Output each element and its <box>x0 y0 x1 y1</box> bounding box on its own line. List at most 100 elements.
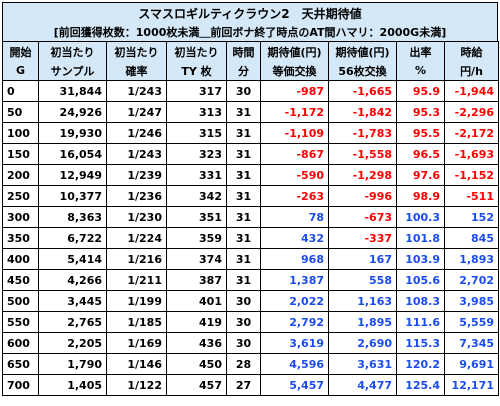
cell-ev-56: -1,298 <box>328 164 397 186</box>
cell-hourly: 152 <box>444 206 499 228</box>
cell-start-g: 500 <box>2 290 39 312</box>
cell-payout: 120.2 <box>396 353 445 375</box>
cell-ty: 359 <box>166 227 227 249</box>
cell-ev-56: 1,895 <box>328 311 397 333</box>
cell-hourly: -1,152 <box>444 164 499 186</box>
cell-start-g: 550 <box>2 311 39 333</box>
cell-sample: 4,266 <box>38 269 107 291</box>
cell-payout: 97.6 <box>396 164 445 186</box>
cell-ev-56: -1,665 <box>328 80 397 102</box>
cell-sample: 3,445 <box>38 290 107 312</box>
col-header-hourly: 時給 <box>444 41 499 61</box>
header-row-1: 開始 初当たり 初当たり 初当たり 時間 期待値(円) 期待値(円) 出率 時給 <box>2 41 499 61</box>
cell-probability: 1/199 <box>106 290 167 312</box>
cell-hourly: 5,559 <box>444 311 499 333</box>
cell-probability: 1/211 <box>106 269 167 291</box>
table-row: 300 8,363 1/230 351 31 78 -673 100.3 152 <box>2 206 499 228</box>
cell-time: 30 <box>226 332 261 354</box>
cell-ev-56: -1,558 <box>328 143 397 165</box>
table-row: 700 1,405 1/122 457 27 5,457 4,477 125.4 12,171 <box>2 374 499 396</box>
cell-probability: 1/169 <box>106 332 167 354</box>
cell-probability: 1/243 <box>106 80 167 102</box>
cell-start-g: 200 <box>2 164 39 186</box>
cell-sample: 8,363 <box>38 206 107 228</box>
cell-ev-equal: -987 <box>260 80 329 102</box>
col-header-probability: 初当たり <box>106 41 167 61</box>
col-header-sample: 初当たり <box>38 41 107 61</box>
cell-start-g: 100 <box>2 122 39 144</box>
col-header-ev-equal: 期待値(円) <box>260 41 329 61</box>
table-row: 450 4,266 1/211 387 31 1,387 558 105.6 2,702 <box>2 269 499 291</box>
cell-ev-56: -996 <box>328 185 397 207</box>
cell-sample: 5,414 <box>38 248 107 270</box>
cell-ty: 450 <box>166 353 227 375</box>
cell-ev-56: 558 <box>328 269 397 291</box>
cell-ty: 342 <box>166 185 227 207</box>
cell-ev-equal: 2,022 <box>260 290 329 312</box>
cell-ev-equal: 432 <box>260 227 329 249</box>
cell-time: 30 <box>226 80 261 102</box>
cell-ev-equal: 4,596 <box>260 353 329 375</box>
cell-ev-56: 1,163 <box>328 290 397 312</box>
cell-sample: 31,844 <box>38 80 107 102</box>
cell-probability: 1/216 <box>106 248 167 270</box>
cell-ev-equal: -590 <box>260 164 329 186</box>
cell-hourly: 1,893 <box>444 248 499 270</box>
cell-start-g: 150 <box>2 143 39 165</box>
cell-ev-equal: 3,619 <box>260 332 329 354</box>
cell-probability: 1/224 <box>106 227 167 249</box>
cell-sample: 6,722 <box>38 227 107 249</box>
cell-payout: 98.9 <box>396 185 445 207</box>
cell-start-g: 350 <box>2 227 39 249</box>
cell-ev-equal: 1,387 <box>260 269 329 291</box>
cell-time: 30 <box>226 290 261 312</box>
col-subheader-time: 分 <box>226 61 261 81</box>
cell-ev-56: 3,631 <box>328 353 397 375</box>
cell-ty: 323 <box>166 143 227 165</box>
table-row: 500 3,445 1/199 401 30 2,022 1,163 108.3 3,985 <box>2 290 499 312</box>
cell-ty: 315 <box>166 122 227 144</box>
cell-sample: 12,949 <box>38 164 107 186</box>
cell-time: 31 <box>226 101 261 123</box>
cell-time: 31 <box>226 248 261 270</box>
table-row: 400 5,414 1/216 374 31 968 167 103.9 1,893 <box>2 248 499 270</box>
cell-ev-equal: 968 <box>260 248 329 270</box>
col-subheader-hourly: 円/h <box>444 61 499 81</box>
cell-payout: 111.6 <box>396 311 445 333</box>
title-block: スマスロギルティクラウン2 天井期待値 [前回獲得枚数：1000枚未満＿前回ボナ… <box>2 2 498 42</box>
cell-time: 31 <box>226 269 261 291</box>
cell-payout: 95.3 <box>396 101 445 123</box>
cell-hourly: 7,345 <box>444 332 499 354</box>
cell-ty: 401 <box>166 290 227 312</box>
cell-ty: 331 <box>166 164 227 186</box>
table-row: 550 2,765 1/185 419 30 2,792 1,895 111.6 5,559 <box>2 311 499 333</box>
cell-ev-equal: -1,109 <box>260 122 329 144</box>
table-row: 600 2,205 1/169 436 30 3,619 2,690 115.3 7,345 <box>2 332 499 354</box>
table-row: 150 16,054 1/243 323 31 -867 -1,558 96.5 -1,693 <box>2 143 499 165</box>
cell-ty: 387 <box>166 269 227 291</box>
cell-probability: 1/239 <box>106 164 167 186</box>
cell-ty: 457 <box>166 374 227 396</box>
table-row: 250 10,377 1/236 342 31 -263 -996 98.9 -511 <box>2 185 499 207</box>
cell-payout: 105.6 <box>396 269 445 291</box>
col-subheader-sample: サンプル <box>38 61 107 81</box>
cell-start-g: 450 <box>2 269 39 291</box>
cell-probability: 1/122 <box>106 374 167 396</box>
cell-ev-56: 167 <box>328 248 397 270</box>
cell-ev-56: 4,477 <box>328 374 397 396</box>
page-subtitle: [前回獲得枚数：1000枚未満＿前回ボナ終了時点のAT間ハマリ：2000G未満] <box>53 26 447 39</box>
cell-sample: 10,377 <box>38 185 107 207</box>
cell-ty: 374 <box>166 248 227 270</box>
cell-sample: 1,405 <box>38 374 107 396</box>
cell-time: 31 <box>226 206 261 228</box>
col-subheader-ev-equal: 等価交換 <box>260 61 329 81</box>
cell-ty: 436 <box>166 332 227 354</box>
cell-probability: 1/246 <box>106 122 167 144</box>
cell-hourly: -2,172 <box>444 122 499 144</box>
col-header-payout: 出率 <box>396 41 445 61</box>
cell-time: 31 <box>226 185 261 207</box>
cell-start-g: 50 <box>2 101 39 123</box>
cell-start-g: 650 <box>2 353 39 375</box>
cell-probability: 1/146 <box>106 353 167 375</box>
